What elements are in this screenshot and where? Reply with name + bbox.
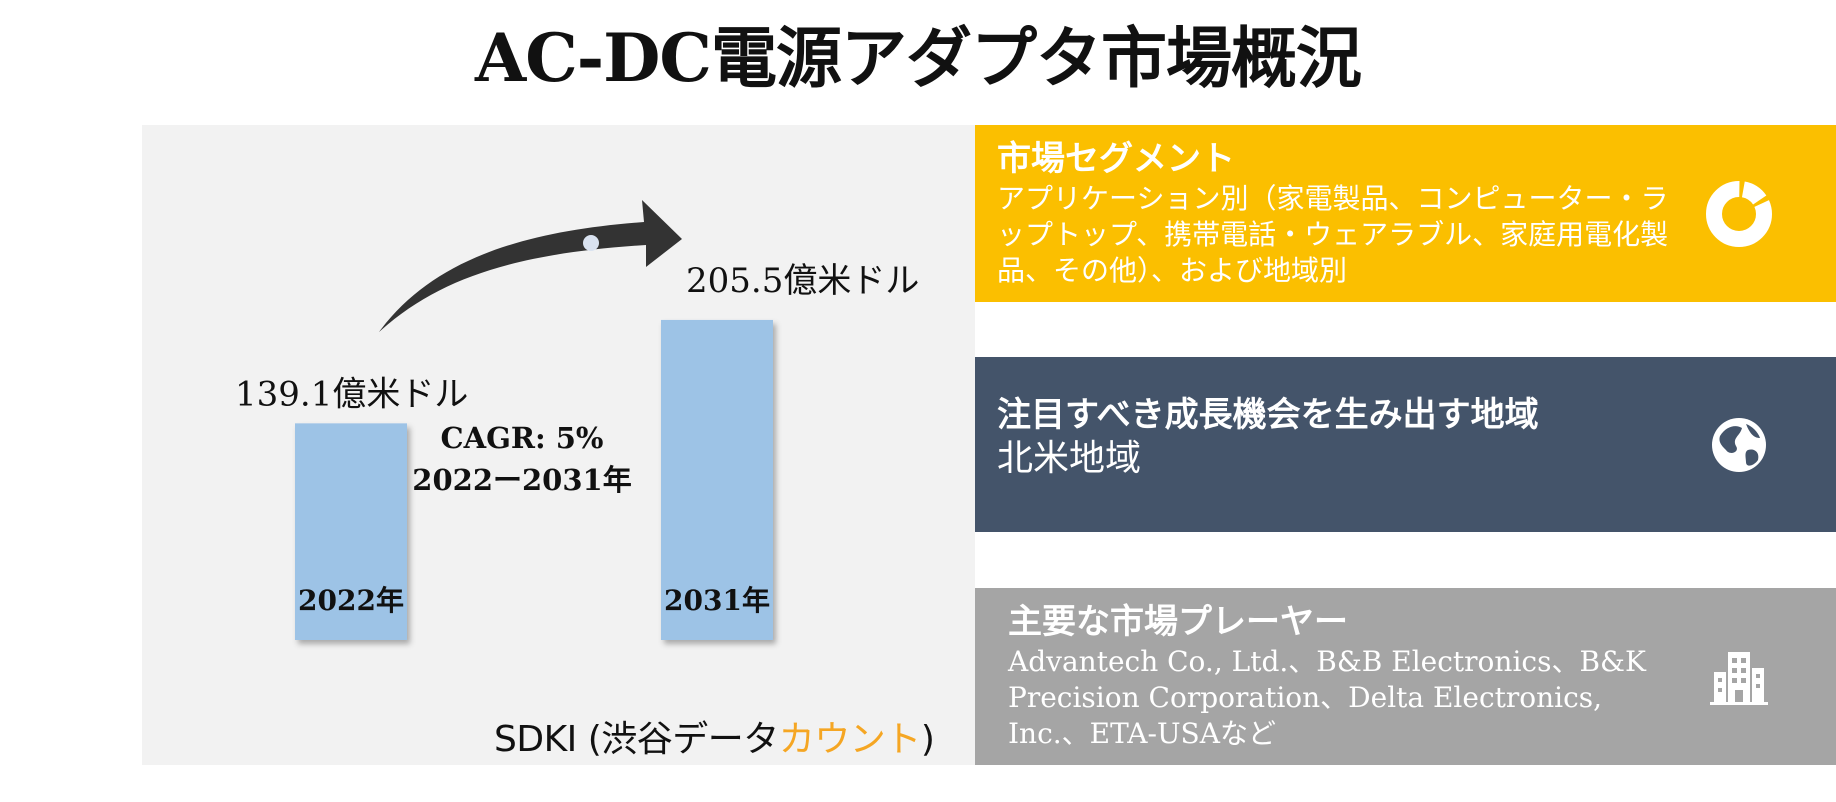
donut-chart-icon <box>1706 180 1772 247</box>
category-label: 2022年 <box>298 584 404 617</box>
credit-close: ) <box>920 719 935 760</box>
region-card: 注目すべき成長機会を生み出す地域 北米地域 <box>975 357 1836 532</box>
credit-accent: カウント <box>778 719 922 760</box>
value-label: 139.1億米ドル <box>235 374 468 414</box>
bar-chart: 2022年 139.1億米ドル 2031年 205.5億米ドル <box>235 200 919 640</box>
segment-title: 市場セグメント <box>997 139 1235 179</box>
region-title: 注目すべき成長機会を生み出す地域 <box>997 395 1539 435</box>
players-card: 主要な市場プレーヤー Advantech Co., Ltd.、B&B Elect… <box>975 588 1836 765</box>
cagr-note: CAGR: 5% 2022ー2031年 <box>412 417 632 501</box>
segment-body: アプリケーション別（家電製品、コンピューター・ラップトップ、携帯電話・ウェアラブ… <box>997 182 1669 287</box>
bar-1 <box>295 423 407 640</box>
value-label: 205.5億米ドル <box>686 261 919 301</box>
arrow-dot <box>583 235 599 251</box>
chart-panel: 2022年 139.1億米ドル 2031年 205.5億米ドル CAGR: 5% 20… <box>142 125 975 765</box>
growth-arrow <box>379 200 682 332</box>
bar-2 <box>661 319 773 640</box>
segment-card: 市場セグメント アプリケーション別（家電製品、コンピューター・ラップトップ、携帯… <box>975 125 1836 302</box>
buildings-icon <box>1710 651 1768 705</box>
region-body: 北米地域 <box>997 438 1142 479</box>
cagr-period: 2022ー2031年 <box>412 463 632 497</box>
players-body: Advantech Co., Ltd.、B&B Electronics、B&K … <box>1008 645 1646 750</box>
page-title: AC-DC電源アダプタ市場概況 <box>475 19 1362 97</box>
source-credit: SDKI (渋谷データカウント) <box>494 710 935 762</box>
category-label: 2031年 <box>664 584 770 617</box>
credit-main: SDKI (渋谷データ <box>494 719 779 760</box>
cagr-label: CAGR: 5% <box>440 421 604 455</box>
globe-icon <box>1712 417 1766 472</box>
players-title: 主要な市場プレーヤー <box>1008 602 1348 642</box>
